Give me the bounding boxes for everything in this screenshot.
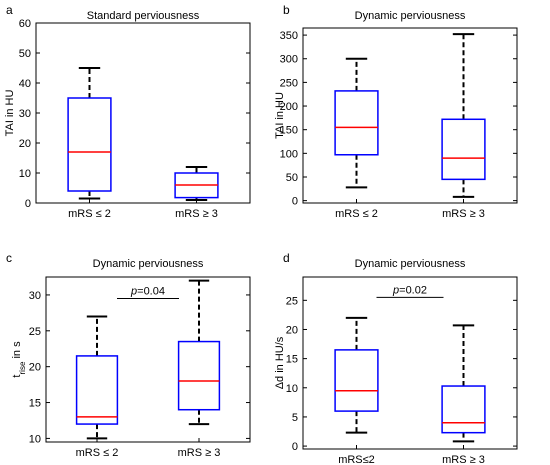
p-value-label: p=0.02 [392, 284, 427, 296]
y-tick-label: 60 [19, 18, 31, 30]
y-tick-label: 200 [280, 101, 298, 113]
iqr-box [75, 355, 119, 425]
y-axis-label-main: TAI in HU [4, 90, 16, 137]
p-symbol: p [130, 286, 137, 298]
chart-title: Dynamic perviousness [93, 258, 204, 270]
y-axis-label-subscript: rise [18, 361, 27, 374]
y-tick-label: 20 [19, 138, 31, 150]
panel-c: c Dynamic perviousness 10 15 20 25 30 trise in … [6, 251, 251, 459]
p-value: =0.04 [137, 286, 165, 298]
panel-a: a Standard perviousness 0 10 20 30 40 50 60 TAI i… [4, 3, 251, 220]
p-value-label: p=0.04 [130, 286, 165, 298]
panel-d: d Dynamic perviousness 0 5 10 15 20 25 Δd in HU/… [274, 251, 518, 465]
x-category-label: mRS ≤ 2 [76, 447, 119, 459]
y-tick-label: 100 [280, 148, 298, 160]
x-category-label: mRS≤2 [338, 454, 375, 465]
y-tick-label: 10 [19, 168, 31, 180]
panel-letter: d [283, 251, 290, 265]
iqr-box [441, 118, 486, 181]
y-tick-label: 30 [29, 290, 41, 302]
y-tick-label: 15 [286, 354, 298, 366]
x-category-label: mRS ≥ 3 [442, 454, 485, 465]
panel-letter: a [6, 3, 13, 17]
box-2 [177, 279, 221, 426]
y-tick-label: 10 [286, 383, 298, 395]
y-tick-label: 25 [286, 295, 298, 307]
box-2 [441, 33, 486, 198]
y-tick-label: 20 [29, 362, 41, 374]
plot-frame [302, 27, 518, 204]
y-tick-label: 5 [292, 412, 298, 424]
iqr-box [67, 97, 112, 192]
y-tick-label: 15 [29, 398, 41, 410]
box-2 [174, 166, 219, 201]
box-1 [75, 315, 119, 440]
x-category-label: mRS ≤ 2 [68, 208, 111, 220]
y-tick-label: 40 [19, 78, 31, 90]
x-category-label: mRS ≤ 2 [335, 208, 378, 220]
y-axis-label-unit: in s [11, 341, 23, 362]
x-category-label: mRS ≥ 3 [178, 447, 221, 459]
y-axis-label: TAI in HU [4, 90, 16, 137]
box-1 [334, 57, 379, 189]
y-tick-label: 250 [280, 77, 298, 89]
iqr-box [177, 340, 221, 411]
x-category-label: mRS ≥ 3 [442, 208, 485, 220]
y-axis-label: TAI in HU [274, 92, 286, 139]
p-value: =0.02 [399, 284, 427, 296]
y-tick-label: 30 [19, 108, 31, 120]
y-tick-label: 20 [286, 324, 298, 336]
iqr-box [441, 385, 486, 434]
y-tick-label: 10 [29, 433, 41, 445]
box-1 [67, 67, 112, 200]
y-axis-label-main: Δd in HU/s [274, 336, 286, 389]
y-tick-label: 25 [29, 326, 41, 338]
plot-frame [302, 276, 518, 450]
y-tick-label: 350 [280, 30, 298, 42]
x-category-label: mRS ≥ 3 [175, 208, 218, 220]
panel-letter: b [283, 3, 290, 17]
y-axis-label-main: TAI in HU [274, 92, 286, 139]
panel-letter: c [6, 251, 12, 265]
y-tick-label: 0 [292, 441, 298, 453]
box-1 [334, 316, 379, 434]
chart-title: Dynamic perviousness [355, 258, 466, 270]
y-tick-label: 300 [280, 54, 298, 66]
plot-frame [45, 276, 251, 443]
y-tick-label: 0 [25, 198, 31, 210]
y-axis-label: trise in s [11, 341, 27, 378]
chart-title: Dynamic perviousness [355, 10, 466, 22]
y-tick-label: 50 [19, 48, 31, 60]
y-axis-label-main: t [11, 375, 23, 378]
chart-title: Standard perviousness [87, 10, 200, 22]
p-symbol: p [392, 284, 399, 296]
iqr-box [334, 349, 379, 412]
panel-b: b Dynamic perviousness 0 50 100 150 200 250 300 3… [274, 3, 518, 220]
y-tick-label: 0 [292, 196, 298, 208]
y-axis-label: Δd in HU/s [274, 336, 286, 389]
iqr-box [334, 90, 379, 156]
y-tick-label: 50 [286, 172, 298, 184]
box-2 [441, 324, 486, 443]
y-tick-label: 150 [280, 125, 298, 137]
